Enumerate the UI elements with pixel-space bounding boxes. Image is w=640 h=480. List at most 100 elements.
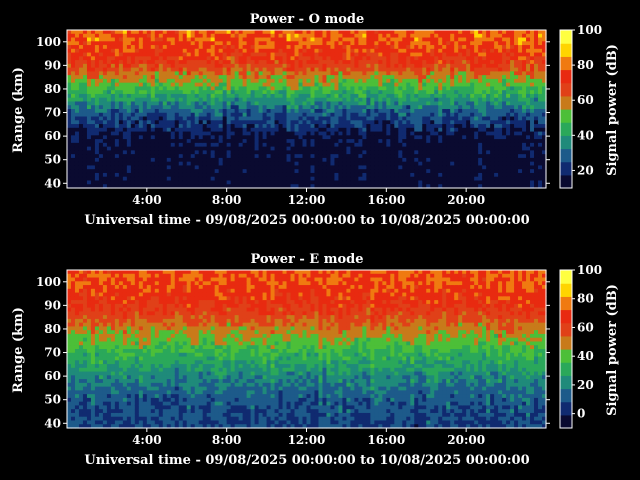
heatmap-cell bbox=[274, 78, 280, 84]
heatmap-cell bbox=[402, 165, 407, 170]
heatmap-cell bbox=[298, 82, 304, 88]
heatmap-cell bbox=[278, 139, 284, 144]
heatmap-cell bbox=[86, 131, 92, 136]
heatmap-cell bbox=[218, 150, 224, 155]
heatmap-cell bbox=[214, 71, 220, 76]
heatmap-cell bbox=[138, 161, 144, 167]
heatmap-cell bbox=[430, 161, 435, 167]
heatmap-cell bbox=[422, 101, 427, 106]
heatmap-cell bbox=[78, 60, 84, 65]
heatmap-cell bbox=[502, 37, 507, 42]
heatmap-cell bbox=[386, 67, 391, 72]
heatmap-cell bbox=[374, 101, 379, 106]
heatmap-cell bbox=[158, 97, 164, 103]
heatmap-cell bbox=[362, 131, 367, 136]
heatmap-cell bbox=[150, 150, 156, 155]
heatmap-cell bbox=[130, 90, 136, 95]
heatmap-cell bbox=[78, 97, 84, 103]
heatmap-cell bbox=[350, 63, 355, 69]
heatmap-cell bbox=[130, 105, 136, 110]
heatmap-cell bbox=[182, 142, 188, 148]
heatmap-cell bbox=[282, 56, 288, 61]
heatmap-cell bbox=[146, 52, 152, 57]
heatmap-cell bbox=[166, 109, 172, 114]
heatmap-cell bbox=[470, 135, 475, 140]
heatmap-cell bbox=[306, 56, 312, 61]
heatmap-cell bbox=[142, 124, 148, 129]
heatmap-cell bbox=[222, 142, 228, 148]
heatmap-cell bbox=[166, 127, 172, 133]
heatmap-cell bbox=[410, 142, 415, 148]
heatmap-cell bbox=[146, 67, 152, 72]
heatmap-cell bbox=[222, 139, 228, 144]
heatmap-cell bbox=[346, 131, 352, 136]
heatmap-cell bbox=[538, 37, 543, 42]
heatmap-cell bbox=[422, 116, 427, 121]
heatmap-cell bbox=[346, 71, 352, 76]
heatmap-cell bbox=[130, 30, 136, 35]
heatmap-cell bbox=[194, 150, 200, 155]
heatmap-cell bbox=[174, 56, 180, 61]
heatmap-cell bbox=[390, 127, 395, 133]
heatmap-cell bbox=[278, 172, 284, 178]
heatmap-cell bbox=[238, 150, 244, 155]
heatmap-cell bbox=[206, 75, 212, 80]
heatmap-cell bbox=[338, 67, 344, 72]
heatmap-cell bbox=[318, 180, 324, 185]
heatmap-cell bbox=[302, 112, 308, 118]
heatmap-cell bbox=[362, 52, 367, 57]
heatmap-cell bbox=[538, 93, 543, 99]
heatmap-cell bbox=[310, 131, 316, 136]
heatmap-cell bbox=[294, 101, 300, 106]
heatmap-cell bbox=[230, 161, 236, 167]
heatmap-cell bbox=[74, 48, 80, 54]
heatmap-cell bbox=[270, 45, 276, 50]
heatmap-cell bbox=[478, 101, 483, 106]
heatmap-cell bbox=[462, 90, 467, 95]
heatmap-cell bbox=[326, 71, 332, 76]
heatmap-cell bbox=[98, 161, 104, 167]
heatmap-cell bbox=[470, 48, 475, 54]
heatmap-cell bbox=[502, 165, 507, 170]
heatmap-cell bbox=[354, 48, 359, 54]
heatmap-cell bbox=[298, 165, 304, 170]
heatmap-cell bbox=[258, 120, 264, 125]
heatmap-cell bbox=[262, 150, 268, 155]
heatmap-cell bbox=[510, 109, 515, 114]
heatmap-cell bbox=[98, 142, 104, 148]
heatmap-cell bbox=[398, 56, 403, 61]
heatmap-cell bbox=[162, 63, 168, 69]
heatmap-cell bbox=[182, 101, 188, 106]
heatmap-cell bbox=[446, 124, 451, 129]
heatmap-cell bbox=[106, 146, 112, 151]
heatmap-cell bbox=[110, 86, 116, 91]
heatmap-cell bbox=[398, 101, 403, 106]
heatmap-cell bbox=[498, 60, 503, 65]
heatmap-cell bbox=[170, 90, 176, 95]
heatmap-cell bbox=[486, 105, 491, 110]
heatmap-cell bbox=[326, 75, 332, 80]
heatmap-cell bbox=[334, 139, 340, 144]
heatmap-cell bbox=[522, 75, 527, 80]
heatmap-cell bbox=[226, 109, 232, 114]
heatmap-cell bbox=[214, 86, 220, 91]
heatmap-cell bbox=[214, 180, 220, 185]
heatmap-cell bbox=[498, 45, 503, 50]
heatmap-cell bbox=[154, 139, 160, 144]
heatmap-cell bbox=[318, 67, 324, 72]
heatmap-cell bbox=[150, 78, 156, 84]
heatmap-cell bbox=[438, 131, 443, 136]
heatmap-cell bbox=[402, 150, 407, 155]
heatmap-cell bbox=[238, 135, 244, 140]
heatmap-cell bbox=[294, 157, 300, 163]
heatmap-cell bbox=[430, 41, 435, 46]
heatmap-cell bbox=[390, 82, 395, 88]
heatmap-cell bbox=[350, 82, 355, 88]
heatmap-cell bbox=[390, 63, 395, 69]
heatmap-cell bbox=[294, 93, 300, 99]
heatmap-cell bbox=[534, 33, 539, 39]
heatmap-cell bbox=[402, 82, 407, 88]
heatmap-cell bbox=[514, 157, 519, 163]
heatmap-cell bbox=[230, 146, 236, 151]
heatmap-cell bbox=[410, 41, 415, 46]
